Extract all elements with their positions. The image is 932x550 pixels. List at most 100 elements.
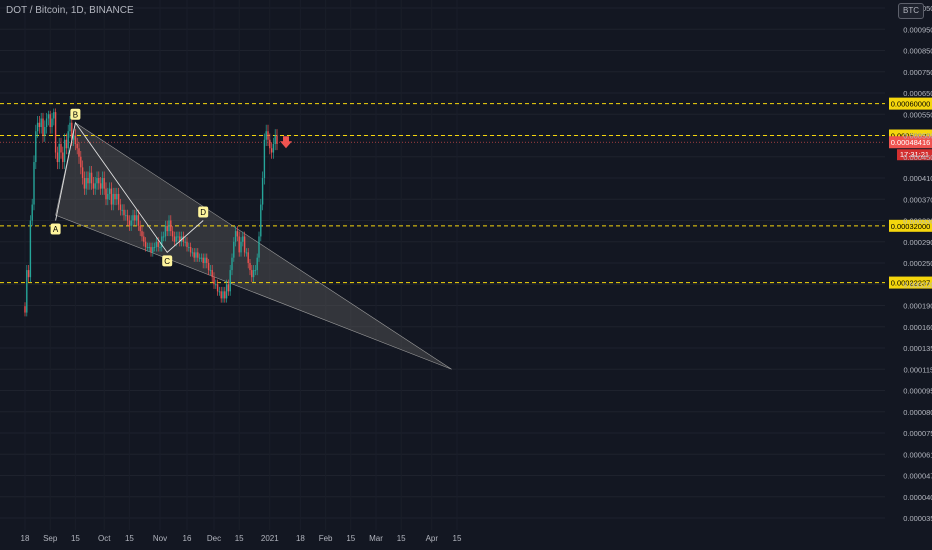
time-tick-label: Nov [153, 534, 167, 543]
candle-body [216, 284, 219, 292]
candle-body [40, 118, 42, 127]
pattern-label: A [53, 225, 59, 234]
currency-badge[interactable]: BTC [898, 3, 924, 19]
candle-body [188, 247, 190, 249]
candle-body [98, 178, 100, 184]
candle-body [236, 231, 239, 237]
candle-body [94, 183, 96, 189]
price-tick-label: 0.00065000 [903, 89, 932, 98]
candle-body [137, 215, 140, 226]
candle-body [231, 257, 233, 271]
price-tick-label: 0.00008000 [903, 408, 932, 417]
candle-body [171, 231, 174, 237]
candle-body [130, 220, 132, 226]
candle-body [146, 247, 149, 249]
candle-body [108, 188, 111, 194]
countdown-box [897, 149, 932, 161]
candle-body [26, 270, 28, 313]
candle-body [112, 193, 114, 205]
time-tick-label: 15 [125, 534, 134, 543]
candle-body [229, 270, 231, 292]
candle-body [49, 114, 51, 127]
candle-body [128, 220, 131, 226]
sell-arrow-icon [280, 136, 292, 149]
candle-body [198, 257, 201, 259]
candle-body [89, 172, 91, 184]
level-label-box [889, 97, 932, 110]
candle-body [99, 183, 102, 189]
candle-body [256, 257, 258, 271]
candle-body [238, 236, 240, 253]
candle-body [107, 193, 109, 200]
candle-body [153, 247, 156, 249]
price-tick-label: 0.00003500 [903, 514, 932, 523]
level-label: 0.00022237 [891, 279, 931, 288]
candle-body [47, 114, 50, 119]
candle-body [247, 252, 249, 263]
candle-body [251, 270, 253, 278]
candle-body [269, 139, 271, 149]
candle-body [44, 127, 46, 136]
level-label-box [889, 219, 932, 232]
candle-body [213, 277, 215, 285]
abcd-pattern[interactable]: A B C D [50, 108, 209, 267]
candle-body [207, 263, 210, 271]
candle-body [85, 178, 87, 189]
candle-body [267, 131, 269, 140]
price-tick-label: 0.00075000 [903, 68, 932, 77]
candle-body [35, 131, 37, 163]
candle-body [53, 112, 55, 119]
price-tick-label: 0.00045000 [903, 153, 932, 162]
candle-body [157, 241, 159, 248]
candle-body [155, 241, 158, 248]
abcd-line [55, 121, 204, 254]
candle-body [101, 178, 104, 189]
candle-body [233, 241, 235, 258]
time-tick-label: Feb [319, 534, 333, 543]
price-tick-label: 0.00085000 [903, 47, 932, 56]
candle-body [249, 263, 251, 271]
candle-body [211, 270, 213, 278]
candle-body [175, 236, 177, 242]
candle-body [265, 131, 267, 140]
candle-body [263, 139, 266, 178]
candle-body [33, 162, 35, 205]
candle-body [24, 306, 26, 313]
candle-body [224, 291, 226, 299]
price-tick-label: 0.00095000 [903, 25, 932, 34]
candle-body [186, 241, 188, 248]
price-axis[interactable]: 0.001050000.000950000.000850000.00075000… [903, 4, 932, 523]
candle-body [63, 139, 66, 163]
horizontal-levels[interactable]: 0.00060000 0.00050000 0.00032000 0.00022237… [0, 97, 932, 289]
level-label: 0.00060000 [891, 100, 931, 109]
pattern-label: C [164, 257, 170, 266]
last-price-label: 0.00048416 [891, 138, 931, 147]
price-tick-label: 0.00006100 [903, 450, 932, 459]
time-axis[interactable]: 18 Sep 15 Oct 15 Nov 16 Dec 15 2021 18 Feb 15 Mar 15 Ap… [21, 534, 462, 543]
pattern-label-box [162, 255, 173, 267]
candle-body [242, 236, 244, 242]
pattern-label: D [200, 208, 206, 217]
candle-body [31, 204, 33, 221]
time-tick-label: 15 [71, 534, 80, 543]
candle-body [105, 188, 107, 200]
pattern-label: B [73, 110, 78, 119]
sell-arrow-icon [280, 136, 292, 149]
candle-body [220, 291, 222, 299]
candle-body [245, 252, 248, 254]
candle-body [206, 257, 208, 263]
price-tick-label: 0.00029000 [903, 238, 932, 247]
candle-body [254, 270, 257, 272]
candle-body [143, 236, 145, 242]
level-label-box [889, 276, 932, 289]
candle-body [272, 144, 275, 153]
wedge-triangle [55, 122, 452, 370]
time-tick-label: Mar [369, 534, 383, 543]
time-tick-label: Oct [98, 534, 111, 543]
time-tick-label: 15 [453, 534, 462, 543]
candle-body [76, 144, 78, 149]
price-tick-label: 0.00033000 [903, 217, 932, 226]
candle-body [182, 236, 185, 242]
candle-body [276, 135, 278, 144]
